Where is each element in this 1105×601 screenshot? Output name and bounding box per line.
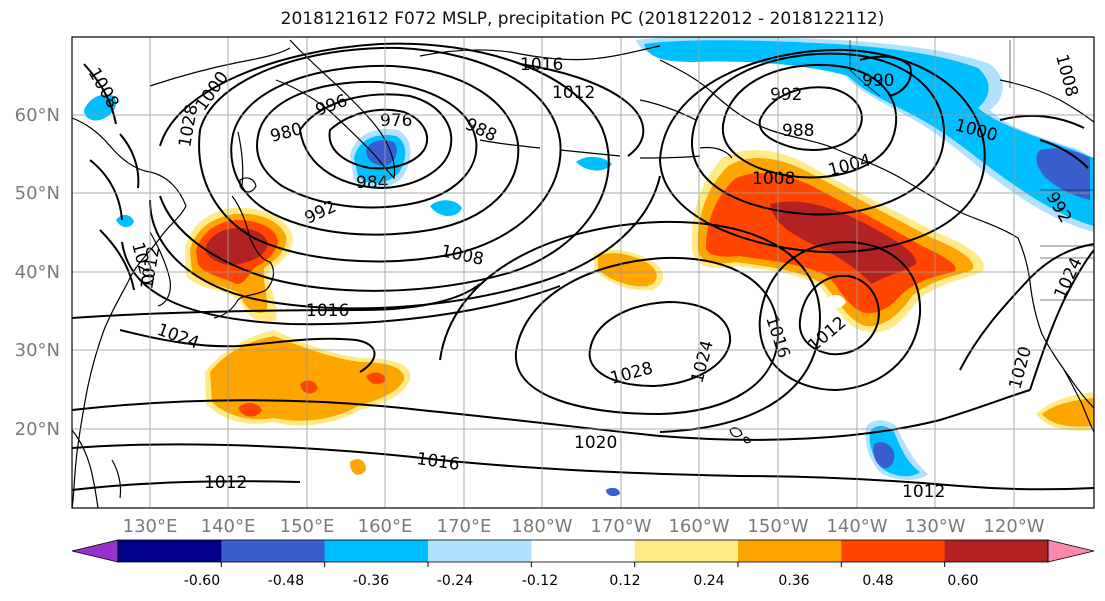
colorbar-tick-label: -0.60	[184, 573, 220, 589]
lon-label: 170°W	[590, 516, 651, 537]
lat-label: 30°N	[15, 340, 60, 361]
map-title: 2018121612 F072 MSLP, precipitation PC (…	[280, 9, 885, 29]
shade-wpac-strong2	[300, 380, 318, 394]
lon-label: 120°W	[983, 516, 1044, 537]
colorbar-bin	[634, 540, 739, 562]
isobar-label: 988	[782, 121, 814, 141]
lat-label: 40°N	[15, 262, 60, 283]
colorbar-extend-min	[71, 539, 119, 563]
isobar-label: 976	[380, 111, 412, 131]
coastlines	[72, 39, 1094, 508]
graticule	[72, 37, 1094, 508]
colorbar-bin	[221, 540, 326, 562]
shade-neg-small1	[430, 200, 462, 216]
colorbar-tick-label: 0.12	[609, 573, 640, 589]
lon-label: 160°E	[358, 516, 413, 537]
isobars	[72, 42, 1094, 491]
isobar-label: 990	[862, 71, 894, 91]
colorbar-extend-max	[1047, 539, 1095, 563]
shade-wpac-small	[350, 459, 366, 475]
latitude-labels: 60°N 50°N 40°N 30°N 20°N	[15, 105, 60, 440]
isobar-label: 1016	[306, 301, 349, 321]
lon-label: 130°E	[123, 516, 178, 537]
shade-neg-small3	[116, 214, 134, 228]
lon-label: 170°E	[437, 516, 492, 537]
shade-wpac-strong3	[366, 372, 386, 385]
shade-wpac-strong1	[238, 402, 262, 417]
isobar-label: 992	[770, 85, 802, 105]
colorbar-tick-label: -0.24	[437, 573, 473, 589]
colorbar-tick-labels: -0.60 -0.48 -0.36 -0.24 -0.12 0.12 0.24 …	[184, 573, 979, 589]
colorbar-bin	[118, 540, 222, 562]
lon-label: 130°W	[904, 516, 965, 537]
colorbar-bin	[738, 540, 842, 562]
colorbar-tick-label: 0.36	[778, 573, 809, 589]
colorbar: -0.60 -0.48 -0.36 -0.24 -0.12 0.12 0.24 …	[71, 539, 1095, 589]
colorbar-bin	[841, 540, 946, 562]
lon-label: 150°W	[747, 516, 808, 537]
map-frame	[71, 36, 1095, 509]
colorbar-ticks	[220, 562, 946, 567]
shade-neg-tiny	[606, 487, 620, 497]
shade-neg-hawaii-strong	[873, 442, 895, 469]
shade-nepac-lowcut	[826, 294, 846, 308]
shade-kamchatka-strong	[366, 140, 397, 166]
colorbar-tick-label: 0.60	[947, 573, 978, 589]
colorbar-bin	[531, 540, 636, 562]
colorbar-tick-label: -0.12	[522, 573, 558, 589]
shade-cpac-mid	[598, 253, 657, 287]
isobar-label: 1012	[902, 482, 945, 502]
colorbar-segments	[71, 539, 1095, 563]
lat-label: 60°N	[15, 105, 60, 126]
isobar-label: 984	[356, 173, 388, 193]
colorbar-bin	[428, 540, 532, 562]
longitude-labels: 130°E 140°E 150°E 160°E 170°E 180°W 170°…	[123, 516, 1045, 537]
isobar-label: 1012	[204, 473, 247, 493]
lon-label: 180°W	[511, 516, 572, 537]
lon-label: 140°E	[201, 516, 256, 537]
colorbar-tick-label: 0.24	[693, 573, 724, 589]
shade-neg-alaska-strong	[1036, 148, 1090, 200]
colorbar-frame	[117, 539, 1049, 563]
isobar-label: 1008	[752, 169, 795, 189]
shade-epac-mid	[1042, 398, 1094, 427]
isobar-label: 1012	[552, 83, 595, 103]
shade-neg-small2	[576, 156, 612, 171]
lon-label: 150°E	[280, 516, 335, 537]
lon-label: 140°W	[826, 516, 887, 537]
shade-neg-alaska-mid	[644, 40, 1094, 226]
lat-label: 50°N	[15, 183, 60, 204]
colorbar-tick-label: 0.48	[862, 573, 893, 589]
colorbar-tick-label: -0.36	[353, 573, 389, 589]
colorbar-bin	[324, 540, 429, 562]
colorbar-tick-label: -0.48	[268, 573, 304, 589]
isobar-label: 1020	[574, 433, 617, 453]
lat-label: 20°N	[15, 419, 60, 440]
lon-label: 160°W	[668, 516, 729, 537]
colorbar-bin	[944, 540, 1049, 562]
